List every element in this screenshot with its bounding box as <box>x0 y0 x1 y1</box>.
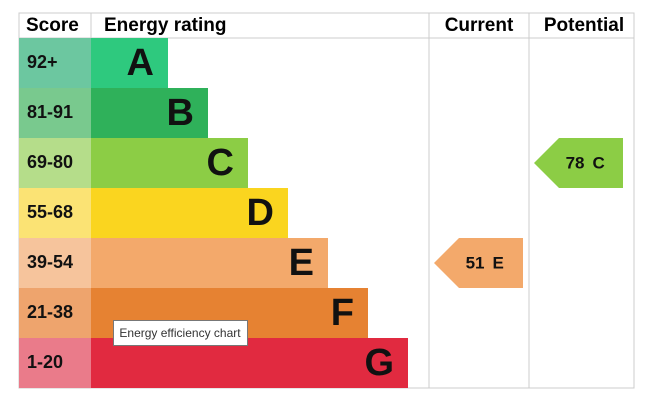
score-label: 21-38 <box>27 302 73 322</box>
arrow-rating: E <box>493 253 504 272</box>
arrow-rating: C <box>593 153 605 172</box>
tooltip-box <box>113 320 248 346</box>
score-cell <box>19 188 91 238</box>
score-cell <box>19 238 91 288</box>
score-cell <box>19 288 91 338</box>
header: Potential <box>544 15 624 36</box>
score-cell <box>19 338 91 388</box>
rating-letter: D <box>247 192 274 234</box>
rating-letter: E <box>289 242 314 284</box>
rating-letter: B <box>167 92 194 134</box>
rating-bar <box>91 238 328 288</box>
score-label: 1-20 <box>27 352 63 372</box>
arrow-value: 51 <box>466 253 485 272</box>
header: Current <box>445 15 514 36</box>
rating-arrow <box>534 138 623 188</box>
score-label: 39-54 <box>27 252 73 272</box>
score-label: 92+ <box>27 52 58 72</box>
score-label: 55-68 <box>27 202 73 222</box>
header: Energy rating <box>104 15 226 36</box>
score-cell <box>19 138 91 188</box>
score-cell <box>19 88 91 138</box>
rating-bar <box>91 38 168 88</box>
rating-bar <box>91 338 408 388</box>
header: Score <box>26 15 79 36</box>
tooltip: Energy efficiency chart <box>119 326 241 340</box>
score-cell <box>19 38 91 88</box>
rating-bar <box>91 88 208 138</box>
rating-bar <box>91 188 288 238</box>
rating-letter: A <box>127 42 154 84</box>
rating-letter: F <box>331 292 354 334</box>
score-label: 81-91 <box>27 102 73 122</box>
rating-letter: G <box>364 342 394 384</box>
score-label: 69-80 <box>27 152 73 172</box>
rating-letter: C <box>207 142 234 184</box>
rating-arrow <box>434 238 523 288</box>
arrow-value: 78 <box>566 153 585 172</box>
rating-bar <box>91 138 248 188</box>
